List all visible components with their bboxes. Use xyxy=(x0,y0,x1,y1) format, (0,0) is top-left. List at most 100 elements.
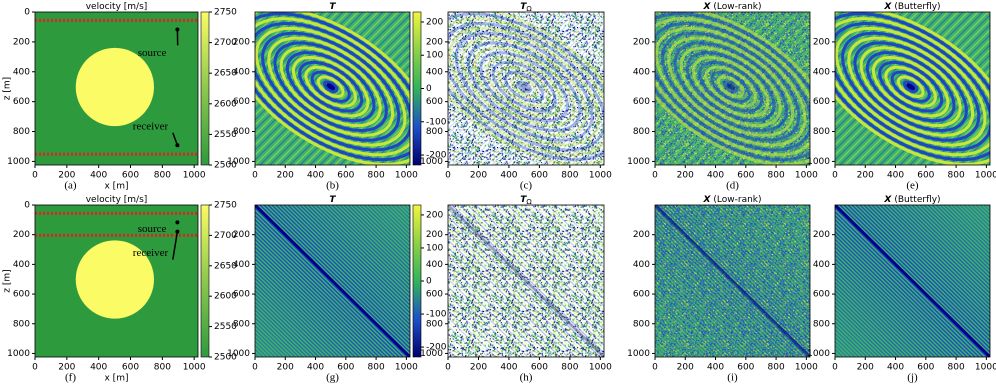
stripe xyxy=(448,317,489,357)
stripe xyxy=(448,12,531,95)
stripe xyxy=(287,205,410,326)
x-tick-label: 1000 xyxy=(795,363,818,373)
y-tick-label: 200 xyxy=(426,37,443,47)
annotation: receiver xyxy=(133,247,169,259)
stripe xyxy=(927,205,990,267)
stripe xyxy=(571,132,604,165)
axes-frame xyxy=(34,11,199,166)
stripe xyxy=(879,54,990,165)
x-tick-label: 800 xyxy=(561,171,578,181)
stripe xyxy=(448,258,549,357)
stripe xyxy=(546,107,604,165)
background xyxy=(448,12,604,165)
stripe xyxy=(851,205,990,342)
stripe xyxy=(911,205,990,283)
stripe xyxy=(448,211,597,357)
stripe xyxy=(448,12,511,75)
stripe xyxy=(655,324,688,357)
ring xyxy=(878,60,944,113)
stripe xyxy=(255,308,304,357)
stripe xyxy=(655,214,800,357)
y-tick-label: 800 xyxy=(426,319,443,329)
stripe xyxy=(655,242,772,357)
y-tick-label: 200 xyxy=(633,230,650,240)
stripe xyxy=(347,205,410,267)
stripe xyxy=(526,87,604,165)
stripe xyxy=(506,67,604,165)
ring xyxy=(304,65,357,108)
stripe xyxy=(835,301,892,357)
stripe xyxy=(835,226,968,357)
ring xyxy=(661,31,801,142)
stripe xyxy=(559,205,604,249)
ring xyxy=(255,12,410,165)
stripe xyxy=(566,127,604,165)
stripe xyxy=(655,12,694,51)
x-tick-label: 1000 xyxy=(395,363,418,373)
y-tick-label: 0 xyxy=(24,8,30,18)
stripe xyxy=(655,12,704,61)
x-tick-label: 0 xyxy=(445,363,451,373)
stripe xyxy=(255,297,316,357)
y-axis-label: z [m] xyxy=(3,269,13,292)
ring xyxy=(516,80,532,94)
colorbar-tick-label: -100 xyxy=(426,117,447,127)
ring xyxy=(710,70,751,103)
y-tick-label: 400 xyxy=(13,260,30,270)
y-tick-label: 1000 xyxy=(420,157,443,167)
ring xyxy=(859,46,962,128)
stripe xyxy=(655,230,784,357)
colorbar-tick-label: -200 xyxy=(426,151,447,161)
stripe xyxy=(899,74,990,165)
stripe xyxy=(255,238,376,357)
stripe xyxy=(835,218,976,357)
arrow-head xyxy=(175,143,180,148)
arrow-head xyxy=(175,27,180,32)
stripe xyxy=(835,234,960,357)
stripe xyxy=(448,301,505,357)
y-tick-label: 600 xyxy=(13,290,30,300)
stripe xyxy=(751,205,810,263)
stripe xyxy=(935,205,990,259)
stripe xyxy=(576,137,604,165)
stripe xyxy=(771,205,810,244)
ring xyxy=(655,12,810,165)
x-tick-label: 400 xyxy=(307,363,324,373)
ring xyxy=(273,41,388,132)
stripe xyxy=(255,285,328,357)
ring xyxy=(510,75,539,98)
title-subscript: Ω xyxy=(526,198,532,206)
stripe xyxy=(448,12,496,60)
stripe xyxy=(835,328,864,357)
stripe xyxy=(835,12,884,61)
stripe xyxy=(303,205,410,310)
x-tick-label: 400 xyxy=(90,171,107,181)
panel-caption: (b) xyxy=(326,180,339,192)
x-tick-label: 1000 xyxy=(183,363,206,373)
x-tick-label: 0 xyxy=(32,171,38,181)
stripe xyxy=(521,82,604,165)
stripe xyxy=(499,205,604,308)
stripe xyxy=(379,205,410,236)
x-tick-label: 800 xyxy=(768,171,785,181)
x-tick-label: 200 xyxy=(677,363,694,373)
y-tick-label: 1000 xyxy=(627,349,650,359)
stripe xyxy=(835,250,944,357)
panel-title: TΩ xyxy=(520,195,532,207)
axes-frame xyxy=(254,11,411,166)
stripe xyxy=(448,223,585,357)
stripe xyxy=(448,231,577,357)
stripe xyxy=(448,12,586,150)
stripe xyxy=(915,205,990,279)
stripe xyxy=(456,17,604,165)
colorbar-tick-label: 2750 xyxy=(214,8,237,18)
y-tick-label: 600 xyxy=(13,97,30,107)
stripe xyxy=(747,205,810,267)
stripe xyxy=(655,222,792,357)
stripe xyxy=(255,328,284,357)
stripe xyxy=(875,205,990,318)
x-tick-label: 600 xyxy=(122,363,139,373)
stripe xyxy=(255,289,324,357)
stripe xyxy=(448,12,521,85)
stripe xyxy=(655,269,744,357)
